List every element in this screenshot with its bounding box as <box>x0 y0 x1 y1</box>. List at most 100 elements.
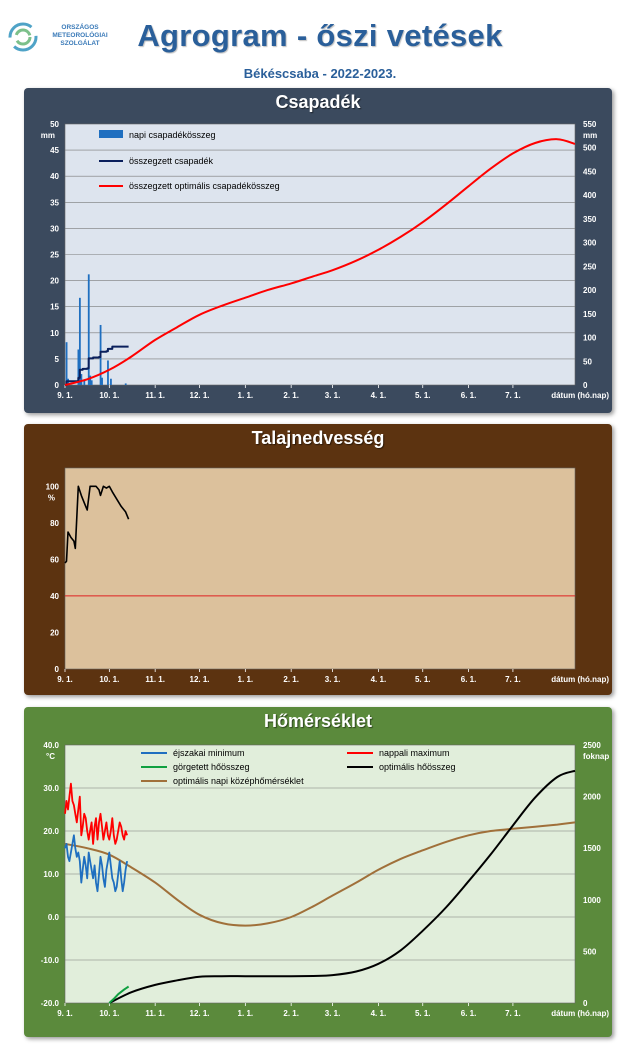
y-left-tick-label: 20 <box>50 277 59 286</box>
legend-label: összegzett optimális csapadékösszeg <box>129 181 280 191</box>
y-left-unit: mm <box>41 131 55 140</box>
x-tick-label: 11. 1. <box>145 391 165 400</box>
y-left-tick-label: 60 <box>50 555 59 564</box>
daily-precip-bar <box>80 374 83 385</box>
legend-label: összegzett csapadék <box>129 156 214 166</box>
y-left-tick-label: 0.0 <box>48 913 60 922</box>
x-tick-label: 4. 1. <box>371 1009 387 1018</box>
optimal-heat-sum-line <box>108 769 576 1004</box>
y-right-tick-label: 300 <box>583 239 597 248</box>
precipitation-chart: 0 5 10 15 20 25 30 35 40 45 50 mm 0 50 100 150 200 250 300… <box>41 120 610 400</box>
x-tick-label: 1. 1. <box>238 391 254 400</box>
y-left-tick-label: -10.0 <box>41 956 60 965</box>
y-right-tick-label: 500 <box>583 947 597 956</box>
daily-precip-bar <box>65 342 68 385</box>
y-left-tick-label: 45 <box>50 146 59 155</box>
logo-text: ORSZÁGOS METEOROLÓGIAI SZOLGÁLAT <box>52 24 108 47</box>
x-tick-label: 2. 1. <box>283 675 299 684</box>
daily-precip-bar <box>101 377 103 385</box>
y-right-tick-label: 150 <box>583 310 597 319</box>
x-tick-label: 2. 1. <box>283 391 299 400</box>
temperature-chart: -20.0 -10.0 0.0 10.0 20.0 30.0 40.0 °C 0 500 1000 1… <box>41 741 610 1018</box>
y-right-tick-label: 450 <box>583 167 597 176</box>
y-right-tick-label: 500 <box>583 144 597 153</box>
y-right-tick-label: 350 <box>583 215 597 224</box>
y-left-tick-label: 20.0 <box>43 827 59 836</box>
y-left-tick-label: 15 <box>50 303 59 312</box>
soil-moisture-panel: 0 20 40 60 80 100% 9. 1. 10. 1. 11. 1. 12. 1. 1. 1… <box>24 424 612 695</box>
y-right-tick-label: 50 <box>583 357 592 366</box>
y-left-tick-label: 0 <box>55 381 60 390</box>
legend-label: optimális hőösszeg <box>379 762 456 772</box>
daily-precip-bar <box>83 380 86 385</box>
x-tick-label: 5. 1. <box>415 1009 431 1018</box>
y-right-tick-label: 200 <box>583 286 597 295</box>
y-right-unit: foknap <box>583 752 609 761</box>
y-left-unit: °C <box>46 752 55 761</box>
daily-precip-bar <box>77 349 80 385</box>
optimal-cumulative-precip-line <box>64 138 576 386</box>
x-tick-label: 10. 1. <box>99 1009 119 1018</box>
daily-precip-bar <box>124 383 127 385</box>
x-tick-label: 6. 1. <box>461 675 477 684</box>
daily-precip-bar <box>110 378 112 385</box>
rolling-heat-sum-line <box>108 985 130 1004</box>
y-right-tick-label: 0 <box>583 381 588 390</box>
legend-swatch-bars <box>99 130 123 138</box>
x-tick-label: 12. 1. <box>190 391 210 400</box>
legend-label: éjszakai minimum <box>173 748 245 758</box>
x-tick-label: 7. 1. <box>505 675 521 684</box>
y-left-tick-label: 0 <box>55 665 60 674</box>
y-left-tick-label: 80 <box>50 519 59 528</box>
y-left-tick-label: 5 <box>55 355 60 364</box>
y-left-tick-label: 40.0 <box>43 741 59 750</box>
x-tick-label: 7. 1. <box>505 391 521 400</box>
y-right-tick-label: 2500 <box>583 741 601 750</box>
daily-precip-bar <box>87 274 90 385</box>
legend-label: nappali maximum <box>379 748 450 758</box>
y-right-tick-label: 250 <box>583 262 597 271</box>
page-header: ORSZÁGOS METEOROLÓGIAI SZOLGÁLAT Agrogra… <box>0 0 640 85</box>
y-right-tick-label: 2000 <box>583 793 601 802</box>
y-left-tick-label: 50 <box>50 120 59 129</box>
daily-precip-bar <box>78 297 81 385</box>
x-tick-label: 9. 1. <box>57 391 73 400</box>
y-left-tick-label: 30 <box>50 224 59 233</box>
x-tick-label: 9. 1. <box>57 1009 73 1018</box>
x-tick-label: 3. 1. <box>325 1009 341 1018</box>
y-left-tick-label: 40 <box>50 592 59 601</box>
x-tick-label: 5. 1. <box>415 675 431 684</box>
x-tick-label: 10. 1. <box>99 675 119 684</box>
page-title: Agrogram - őszi vetések <box>137 18 503 53</box>
y-left-tick-label: 30.0 <box>43 784 59 793</box>
x-tick-label: 9. 1. <box>57 675 73 684</box>
optimal-daily-mean-line <box>64 821 576 927</box>
x-tick-label: 12. 1. <box>190 675 210 684</box>
x-tick-label: 4. 1. <box>371 675 387 684</box>
y-left-tick-label: 100 <box>46 482 60 491</box>
night-min-line <box>64 834 128 893</box>
x-tick-label: 12. 1. <box>190 1009 210 1018</box>
y-right-unit: mm <box>583 131 597 140</box>
x-tick-label: 4. 1. <box>371 391 387 400</box>
x-tick-label: 1. 1. <box>238 675 254 684</box>
precipitation-panel: 0 5 10 15 20 25 30 35 40 45 50 mm 0 50 100 150 200 250 300… <box>24 88 612 413</box>
y-right-tick-label: 400 <box>583 191 597 200</box>
x-axis-unit-label: dátum (hó.nap) <box>551 1009 609 1018</box>
y-right-tick-label: 100 <box>583 334 597 343</box>
day-max-line <box>64 782 128 845</box>
x-axis-unit-label: dátum (hó.nap) <box>551 391 609 400</box>
y-left-tick-label: 10 <box>50 329 59 338</box>
precipitation-title: Csapadék <box>275 92 361 112</box>
y-left-tick-label: 40 <box>50 172 59 181</box>
x-axis-unit-label: dátum (hó.nap) <box>551 675 609 684</box>
x-tick-label: 5. 1. <box>415 391 431 400</box>
y-left-tick-label: 20 <box>50 628 59 637</box>
x-tick-label: 10. 1. <box>99 391 119 400</box>
x-tick-label: 6. 1. <box>461 391 477 400</box>
x-tick-label: 11. 1. <box>145 1009 165 1018</box>
x-tick-label: 6. 1. <box>461 1009 477 1018</box>
daily-precip-bar <box>90 380 93 385</box>
daily-precip-bar <box>107 360 109 385</box>
y-right-tick-label: 0 <box>583 999 588 1008</box>
